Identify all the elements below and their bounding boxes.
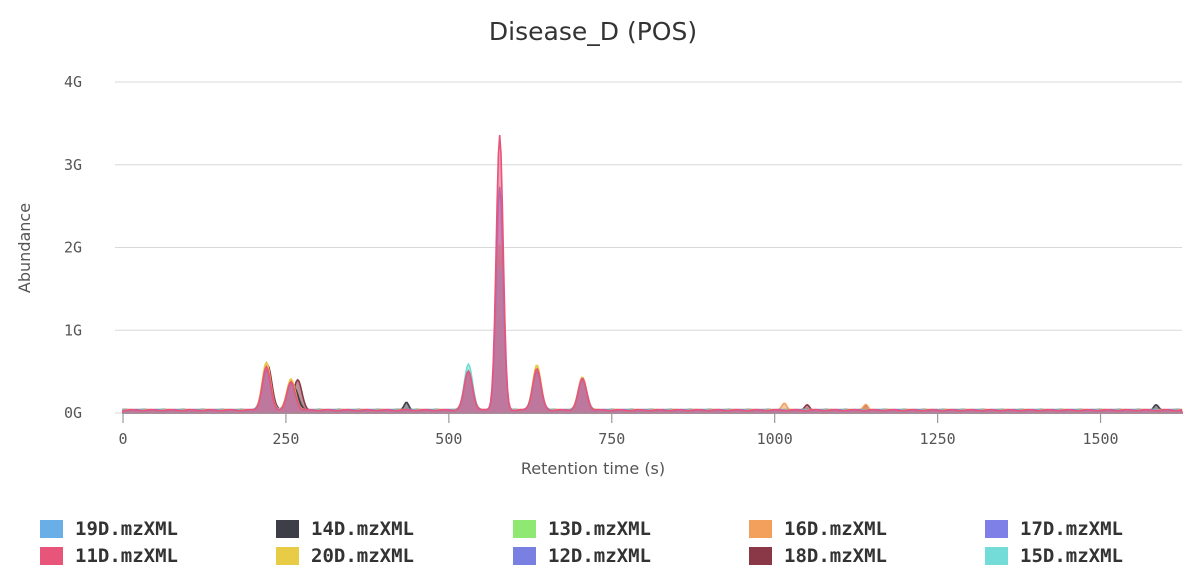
legend-item-13d[interactable]: 13D.mzXML (513, 518, 651, 540)
x-tick-label: 1250 (920, 430, 956, 448)
x-tick-label: 750 (598, 430, 625, 448)
legend-swatch (749, 520, 772, 538)
legend-item-19d[interactable]: 19D.mzXML (40, 518, 178, 540)
legend-item-17d[interactable]: 17D.mzXML (985, 518, 1123, 540)
legend-item-15d[interactable]: 15D.mzXML (985, 545, 1123, 567)
legend-item-16d[interactable]: 16D.mzXML (749, 518, 887, 540)
legend-swatch (40, 520, 63, 538)
x-tick-label: 1000 (757, 430, 793, 448)
legend-item-14d[interactable]: 14D.mzXML (276, 518, 414, 540)
legend-swatch (40, 547, 63, 565)
series-area-14d[interactable] (122, 359, 1184, 414)
series-area-11d[interactable] (122, 134, 1184, 414)
series-layer (122, 134, 1184, 414)
series-area-17d[interactable] (122, 186, 1184, 414)
legend-label: 14D.mzXML (311, 518, 414, 540)
legend-label: 20D.mzXML (311, 545, 414, 567)
x-tick-label: 0 (118, 430, 127, 448)
legend-item-18d[interactable]: 18D.mzXML (749, 545, 887, 567)
legend-swatch (985, 547, 1008, 565)
legend-item-11d[interactable]: 11D.mzXML (40, 545, 178, 567)
legend: 19D.mzXML 14D.mzXML 13D.mzXML 16D.mzXML 17D.… (40, 518, 1123, 567)
x-tick-label: 500 (435, 430, 462, 448)
y-axis-title: Abundance (15, 203, 34, 293)
x-tick-label: 250 (272, 430, 299, 448)
legend-swatch (513, 520, 536, 538)
legend-label: 15D.mzXML (1020, 545, 1123, 567)
x-tick-label: 1500 (1082, 430, 1118, 448)
series-area-15d[interactable] (122, 265, 1184, 414)
legend-swatch (749, 547, 772, 565)
y-tick-label: 2G (64, 239, 82, 257)
series-area-16d[interactable] (122, 257, 1184, 414)
y-tick-label: 4G (64, 73, 82, 91)
series-area-12d[interactable] (122, 318, 1183, 414)
series-area-20d[interactable] (122, 244, 1183, 414)
legend-label: 16D.mzXML (784, 518, 887, 540)
legend-swatch (513, 547, 536, 565)
legend-item-20d[interactable]: 20D.mzXML (276, 545, 414, 567)
axes: 0 250 500 750 1000 1250 1500 (118, 412, 1182, 448)
gridlines: 0G 1G 2G 3G 4G (64, 73, 1182, 422)
series-area-19d[interactable] (122, 322, 1183, 414)
series-area-18d[interactable] (122, 358, 1184, 414)
legend-swatch (276, 547, 299, 565)
legend-label: 17D.mzXML (1020, 518, 1123, 540)
y-tick-label: 0G (64, 404, 82, 422)
y-tick-label: 1G (64, 321, 82, 339)
legend-label: 12D.mzXML (548, 545, 651, 567)
legend-swatch (276, 520, 299, 538)
legend-label: 13D.mzXML (548, 518, 651, 540)
x-axis-title: Retention time (s) (521, 459, 665, 478)
legend-swatch (985, 520, 1008, 538)
legend-label: 18D.mzXML (784, 545, 887, 567)
legend-label: 11D.mzXML (75, 545, 178, 567)
legend-label: 19D.mzXML (75, 518, 178, 540)
y-tick-label: 3G (64, 156, 82, 174)
legend-item-12d[interactable]: 12D.mzXML (513, 545, 651, 567)
chart-title: Disease_D (POS) (489, 17, 697, 46)
series-area-13d[interactable] (122, 277, 1184, 414)
